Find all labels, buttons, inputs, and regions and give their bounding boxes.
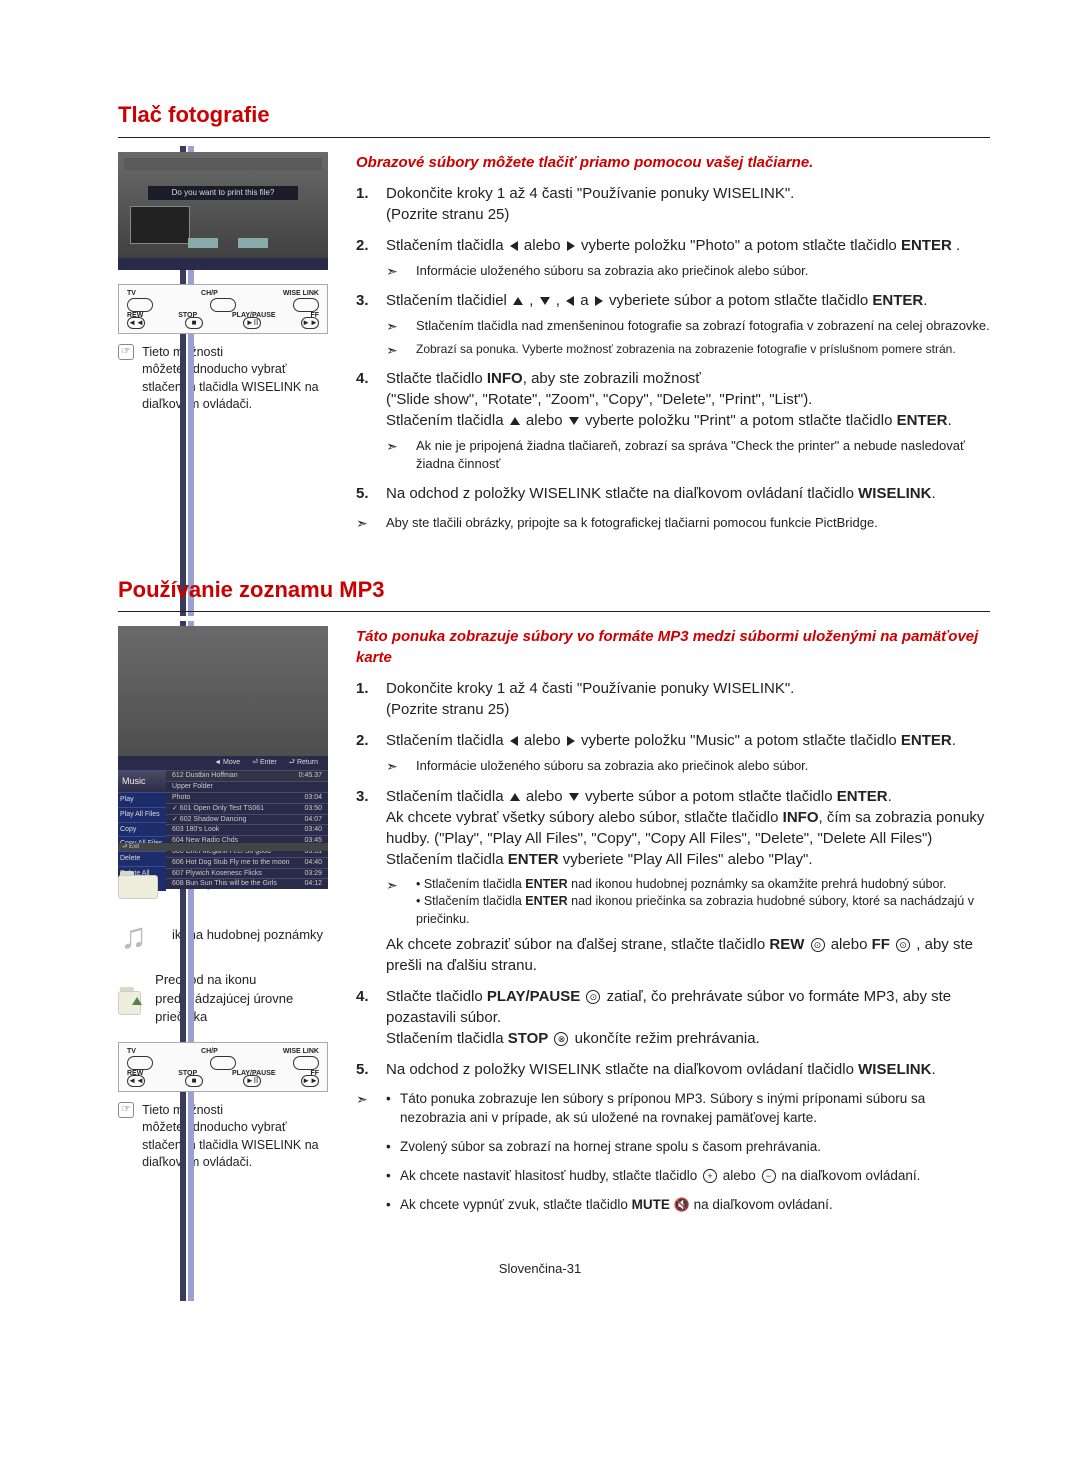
tip-note: ☞ Tieto možnosti môžetejednoducho vybrať…: [118, 344, 328, 414]
step4-note: Ak nie je pripojená žiadna tlačiareň, zo…: [386, 437, 990, 473]
step5: Na odchod z položky WISELINK stlačte na …: [356, 483, 990, 504]
music-row: ✓ 601 Open Only Test TS06103:50: [166, 803, 328, 814]
section1-title: Tlač fotografie: [118, 100, 990, 138]
m-bullets: Táto ponuka zobrazuje len súbory s prípo…: [356, 1090, 990, 1214]
mute-icon: 🔇: [674, 1196, 690, 1214]
hand-icon: ☞: [118, 344, 134, 360]
section2-intro: Táto ponuka zobrazuje súbory vo formáte …: [356, 626, 990, 668]
step3-note1: Stlačením tlačidla nad zmenšeninou fotog…: [386, 317, 990, 335]
end-note: Aby ste tlačili obrázky, pripojte sa k f…: [356, 514, 990, 532]
section1-intro: Obrazové súbory môžete tlačiť priamo pom…: [356, 152, 990, 173]
up-icon: [513, 297, 523, 305]
vol-down-icon: −: [762, 1169, 776, 1183]
left-icon: [510, 241, 518, 251]
music-row: Upper Folder: [166, 781, 328, 792]
up-icon: [510, 793, 520, 801]
down-icon: [540, 297, 550, 305]
down-icon: [569, 793, 579, 801]
no-button: [238, 238, 268, 248]
m-step1: Dokončite kroky 1 až 4 časti "Používanie…: [356, 678, 990, 720]
music-list-screenshot: ◄ Move⏎ Enter⮐ Return Music Play Play Al…: [118, 626, 328, 851]
m-step2-note: Informácie uloženého súboru sa zobrazia …: [386, 757, 990, 775]
m-step3: Stlačením tlačidla alebo vyberte súbor a…: [356, 786, 990, 977]
folder-icon: [118, 867, 158, 899]
right-icon: [567, 736, 575, 746]
step1: Dokončite kroky 1 až 4 časti "Používanie…: [356, 183, 990, 225]
folder-up-icon: [118, 983, 141, 1015]
right-icon: [567, 241, 575, 251]
up-icon: [510, 417, 520, 425]
m-step3-note: • Stlačením tlačidla ENTER nad ikonou hu…: [386, 876, 990, 929]
hand-icon: ☞: [118, 1102, 134, 1118]
page-footer: Slovenčina-31: [90, 1260, 990, 1278]
step3-note2: Zobrazí sa ponuka. Vyberte možnosť zobra…: [386, 341, 990, 358]
tip-note: ☞ Tieto možnosti môžetejednoducho vybrať…: [118, 1102, 328, 1172]
ff-icon: ⊙: [896, 938, 910, 952]
stop-icon: ⊗: [554, 1032, 568, 1046]
music-row: Photo03:04: [166, 792, 328, 803]
music-row: 612 Dustbin Hoffman0:45.37: [166, 770, 328, 781]
playpause-icon: ⊙: [586, 990, 600, 1004]
step2: Stlačením tlačidla alebo vyberte položku…: [356, 235, 990, 280]
vol-up-icon: +: [703, 1169, 717, 1183]
music-row: 606 Hot Dog Stub Fly me to the moon04:40: [166, 857, 328, 868]
step2-note: Informácie uloženého súboru sa zobrazia …: [386, 262, 990, 280]
music-row: 603 180's Look03:40: [166, 824, 328, 835]
print-dialog-screenshot: Do you want to print this file?: [118, 152, 328, 270]
music-row: ✓ 602 Shadow Dancing04:07: [166, 814, 328, 825]
remote-diagram: TVCH/PWISE LINK REWSTOPPLAY/PAUSEFF ◄◄■►…: [118, 1042, 328, 1092]
right-icon: [595, 296, 603, 306]
remote-diagram: TVCH/PWISE LINK REWSTOPPLAY/PAUSEFF ◄◄■►…: [118, 284, 328, 334]
left-icon: [566, 296, 574, 306]
section2-title: Používanie zoznamu MP3: [118, 575, 990, 613]
m-step2: Stlačením tlačidla alebo vyberte položku…: [356, 730, 990, 775]
left-icon: [510, 736, 518, 746]
m-step4: Stlačte tlačidlo PLAY/PAUSE ⊙ zatiaľ, čo…: [356, 986, 990, 1049]
m-step5: Na odchod z položky WISELINK stlačte na …: [356, 1059, 990, 1080]
rew-icon: ⊙: [811, 938, 825, 952]
music-note-icon-desc: ikona hudobnej poznámky: [118, 915, 328, 955]
step3: Stlačením tlačidiel , , a vyberiete súbo…: [356, 290, 990, 358]
music-row: 608 Bun Sun This will be the Girls04:12: [166, 878, 328, 889]
step4: Stlačte tlačidlo INFO, aby ste zobrazili…: [356, 368, 990, 473]
music-row: 607 Plywich Kosenesc Flicks03:29: [166, 868, 328, 879]
folder-up-icon-desc: Prechod na ikonu predchádzajúcej úrovne …: [118, 971, 328, 1026]
down-icon: [569, 417, 579, 425]
yes-button: [188, 238, 218, 248]
music-note-icon: [118, 915, 158, 955]
